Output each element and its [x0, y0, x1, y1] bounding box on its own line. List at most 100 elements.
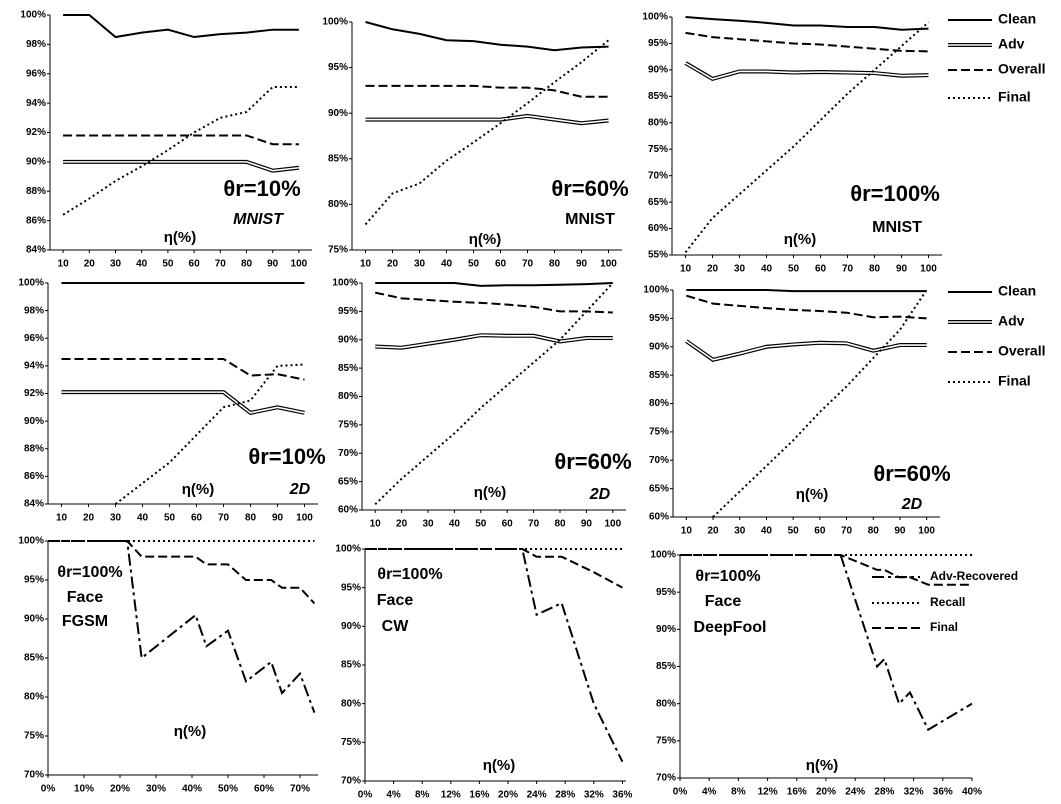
annotation: Face: [67, 589, 104, 606]
y-tick-label: 75%: [648, 144, 668, 155]
x-tick-label: 40%: [182, 784, 202, 795]
annotation: θr=100%: [695, 568, 760, 585]
x-tick-label: 70: [522, 259, 534, 270]
y-tick-label: 84%: [24, 499, 44, 510]
y-tick-label: 100%: [20, 10, 46, 21]
y-tick-label: 55%: [648, 250, 668, 261]
y-tick-label: 100%: [322, 17, 348, 28]
y-tick-label: 95%: [648, 38, 668, 49]
y-tick-label: 86%: [26, 215, 46, 226]
x-tick-label: 70: [842, 264, 854, 275]
x-tick-label: 50: [468, 259, 480, 270]
x-tick-label: 30: [110, 513, 122, 524]
y-tick-label: 90%: [648, 65, 668, 76]
series-line-inner: [685, 340, 927, 361]
x-tick-label: 20: [83, 513, 95, 524]
annotation: θr=100%: [850, 181, 940, 206]
y-tick-label: 75%: [341, 737, 361, 748]
series-line: [374, 282, 614, 506]
y-tick-label: 60%: [648, 223, 668, 234]
x-tick-label: 4%: [386, 790, 401, 801]
x-tick-label: 100: [918, 526, 935, 537]
y-tick-label: 92%: [24, 388, 44, 399]
y-tick-label: 90%: [24, 614, 44, 625]
series-line: [61, 357, 305, 381]
y-tick-label: 80%: [338, 391, 358, 402]
x-tick-label: 30: [422, 519, 434, 530]
y-tick-label: 80%: [656, 698, 676, 709]
legend-label: Clean: [998, 283, 1036, 299]
x-tick-label: 20: [84, 259, 96, 270]
x-tick-label: 40: [137, 513, 149, 524]
legend-label: Adv: [998, 36, 1025, 52]
y-tick-label: 85%: [24, 653, 44, 664]
annotation: θr=60%: [873, 461, 950, 486]
x-tick-label: 60: [189, 259, 201, 270]
y-tick-label: 85%: [649, 370, 669, 381]
x-tick-label: 90: [576, 259, 588, 270]
annotation: Face: [705, 593, 742, 610]
y-tick-label: 90%: [24, 416, 44, 427]
x-tick-label: 0%: [673, 787, 688, 798]
series-line-inner: [61, 391, 305, 414]
x-tick-label: 30: [414, 259, 426, 270]
y-tick-label: 70%: [656, 773, 676, 784]
x-tick-label: 30%: [146, 784, 166, 795]
x-tick-label: 24%: [845, 787, 865, 798]
x-tick-label: 28%: [555, 790, 575, 801]
annotation: 2D: [901, 496, 923, 513]
series-line: [684, 21, 930, 253]
y-tick-label: 90%: [328, 108, 348, 119]
x-tick-label: 20%: [816, 787, 836, 798]
x-tick-label: 28%: [874, 787, 894, 798]
annotation: 2D: [289, 481, 311, 498]
x-tick-label: 10: [360, 259, 372, 270]
x-tick-label: 12%: [441, 790, 461, 801]
x-tick-label: 100: [920, 264, 937, 275]
y-tick-label: 95%: [338, 306, 358, 317]
x-tick-label: 80: [869, 264, 881, 275]
y-tick-label: 80%: [341, 698, 361, 709]
series-line: [374, 291, 613, 314]
x-tick-label: 50: [164, 513, 176, 524]
annotation: θr=10%: [223, 176, 300, 201]
x-tick-label: 10: [370, 519, 382, 530]
x-axis-label: η(%): [483, 757, 516, 774]
x-tick-label: 36%: [933, 787, 953, 798]
x-tick-label: 50: [788, 526, 800, 537]
annotation: Face: [377, 592, 414, 609]
legend-label: Clean: [998, 11, 1036, 27]
legend-label: Recall: [930, 595, 965, 609]
legend-label: Final: [998, 89, 1031, 105]
y-tick-label: 75%: [649, 427, 669, 438]
y-tick-label: 100%: [642, 12, 668, 23]
x-tick-label: 60%: [254, 784, 274, 795]
y-tick-label: 80%: [328, 199, 348, 210]
series-line: [680, 554, 972, 586]
y-tick-label: 88%: [26, 186, 46, 197]
x-tick-label: 100: [291, 259, 308, 270]
x-tick-label: 70%: [290, 784, 310, 795]
y-tick-label: 80%: [648, 117, 668, 128]
y-tick-label: 75%: [338, 420, 358, 431]
x-tick-label: 10: [58, 259, 70, 270]
x-axis-label: η(%): [784, 231, 817, 248]
x-tick-label: 40: [136, 259, 148, 270]
y-tick-label: 75%: [328, 245, 348, 256]
x-tick-label: 10: [680, 264, 692, 275]
annotation: FGSM: [62, 613, 108, 630]
x-tick-label: 90: [272, 513, 284, 524]
x-tick-label: 60: [191, 513, 203, 524]
series-line: [375, 282, 613, 287]
x-tick-label: 70: [215, 259, 227, 270]
x-tick-label: 20: [707, 264, 719, 275]
series-line: [365, 548, 623, 589]
x-tick-label: 60: [815, 264, 827, 275]
legend-label: Final: [930, 620, 958, 634]
series-line-inner: [365, 115, 609, 125]
x-axis-label: η(%): [796, 486, 829, 503]
series-line-inner: [685, 62, 929, 80]
y-tick-label: 60%: [338, 505, 358, 516]
x-tick-label: 20: [387, 259, 399, 270]
y-tick-label: 86%: [24, 471, 44, 482]
